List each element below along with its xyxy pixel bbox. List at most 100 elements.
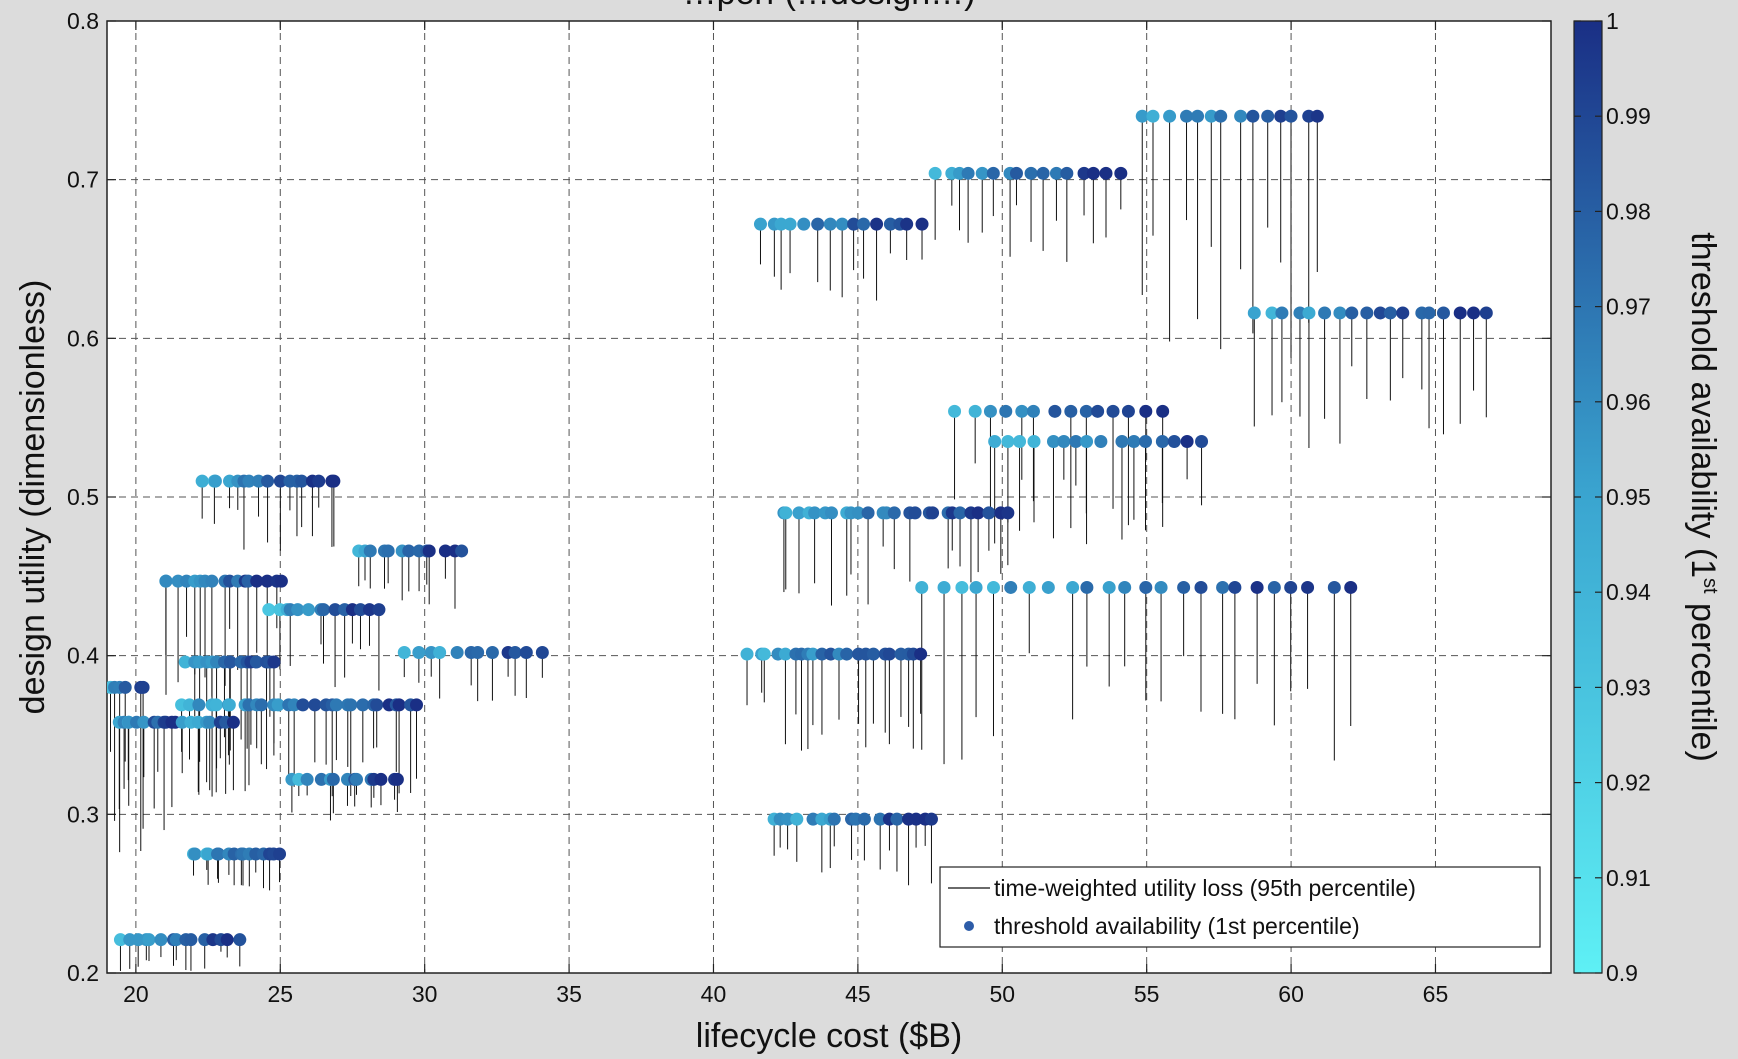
availability-point [203, 715, 217, 729]
availability-point [926, 506, 940, 520]
availability-point [308, 698, 322, 712]
availability-point [1102, 580, 1116, 594]
availability-point [1274, 109, 1288, 123]
availability-point [1027, 434, 1041, 448]
chart-title: …perf (…design…) [683, 0, 976, 12]
availability-point [295, 474, 309, 488]
availability-point [471, 645, 485, 659]
availability-point [953, 506, 967, 520]
availability-point [988, 434, 1002, 448]
availability-point [390, 772, 404, 786]
design-family [988, 434, 1209, 545]
colorbar-tick-label: 1 [1606, 8, 1619, 34]
availability-point [1156, 404, 1170, 418]
availability-point [233, 933, 247, 947]
availability-point [914, 647, 928, 661]
availability-point [986, 580, 1000, 594]
availability-point [438, 544, 452, 558]
y-axis-label: design utility (dimensionless) [14, 280, 52, 715]
availability-point [254, 698, 268, 712]
availability-point [136, 680, 150, 694]
availability-point [450, 645, 464, 659]
design-family [777, 506, 1015, 606]
design-family [767, 812, 938, 886]
design-family [178, 655, 281, 770]
availability-point [1191, 109, 1205, 123]
availability-point [1046, 434, 1060, 448]
availability-point [1069, 434, 1083, 448]
availability-point [519, 645, 533, 659]
availability-point [824, 506, 838, 520]
availability-point [1234, 109, 1248, 123]
availability-point [178, 655, 192, 669]
availability-point [142, 933, 156, 947]
availability-point [1344, 580, 1358, 594]
x-tick-label: 35 [556, 981, 582, 1007]
availability-point [328, 603, 342, 617]
availability-point [267, 655, 281, 669]
y-tick-label: 0.3 [67, 801, 99, 827]
availability-point [900, 217, 914, 231]
availability-point [1099, 166, 1113, 180]
availability-point [1310, 109, 1324, 123]
availability-point [1041, 580, 1055, 594]
availability-point [887, 506, 901, 520]
colorbar-tick-label: 0.98 [1606, 198, 1651, 224]
availability-point [363, 544, 377, 558]
availability-point [797, 217, 811, 231]
availability-point [273, 474, 287, 488]
availability-point [1066, 580, 1080, 594]
legend-box [939, 866, 1541, 948]
availability-point [192, 698, 206, 712]
availability-point [1036, 166, 1050, 180]
availability-point [1301, 580, 1315, 594]
availability-point [1139, 404, 1153, 418]
availability-point [1155, 434, 1169, 448]
availability-point [882, 647, 896, 661]
design-family [159, 574, 288, 697]
availability-point [1118, 580, 1132, 594]
y-axis: 0.2 0.3 0.4 0.5 0.6 0.7 0.8 [67, 8, 1551, 986]
availability-point [1080, 580, 1094, 594]
availability-point [223, 655, 237, 669]
availability-point [1086, 166, 1100, 180]
availability-point [249, 655, 263, 669]
availability-point [301, 603, 315, 617]
availability-point [1163, 109, 1177, 123]
colorbar-tick-label: 0.99 [1606, 103, 1651, 129]
availability-point [961, 166, 975, 180]
availability-point [118, 680, 132, 694]
availability-point [857, 812, 871, 826]
availability-point [1333, 306, 1347, 320]
availability-point [915, 580, 929, 594]
y-tick-label: 0.7 [67, 167, 99, 193]
availability-point [806, 647, 820, 661]
availability-point [857, 217, 871, 231]
availability-point [1024, 166, 1038, 180]
availability-point [300, 772, 314, 786]
availability-point [873, 812, 887, 826]
availability-point [508, 645, 522, 659]
colorbar-tick-label: 0.92 [1606, 770, 1651, 796]
availability-point [890, 812, 904, 826]
availability-point [753, 217, 767, 231]
x-tick-label: 50 [989, 981, 1015, 1007]
availability-point [1360, 306, 1374, 320]
availability-point [137, 715, 151, 729]
design-family [187, 847, 287, 891]
x-tick-label: 20 [123, 981, 149, 1007]
availability-point [1293, 306, 1307, 320]
colorbar-tick-label: 0.97 [1606, 294, 1651, 320]
legend-line-label: time-weighted utility loss (95th percent… [994, 875, 1416, 901]
availability-point [1106, 404, 1120, 418]
availability-point [840, 647, 854, 661]
availability-point [866, 647, 880, 661]
availability-point [1094, 434, 1108, 448]
availability-point [261, 474, 275, 488]
x-tick-label: 65 [1423, 981, 1449, 1007]
availability-point [1383, 306, 1397, 320]
availability-point [908, 506, 922, 520]
availability-point [1261, 109, 1275, 123]
availability-point [188, 847, 202, 861]
